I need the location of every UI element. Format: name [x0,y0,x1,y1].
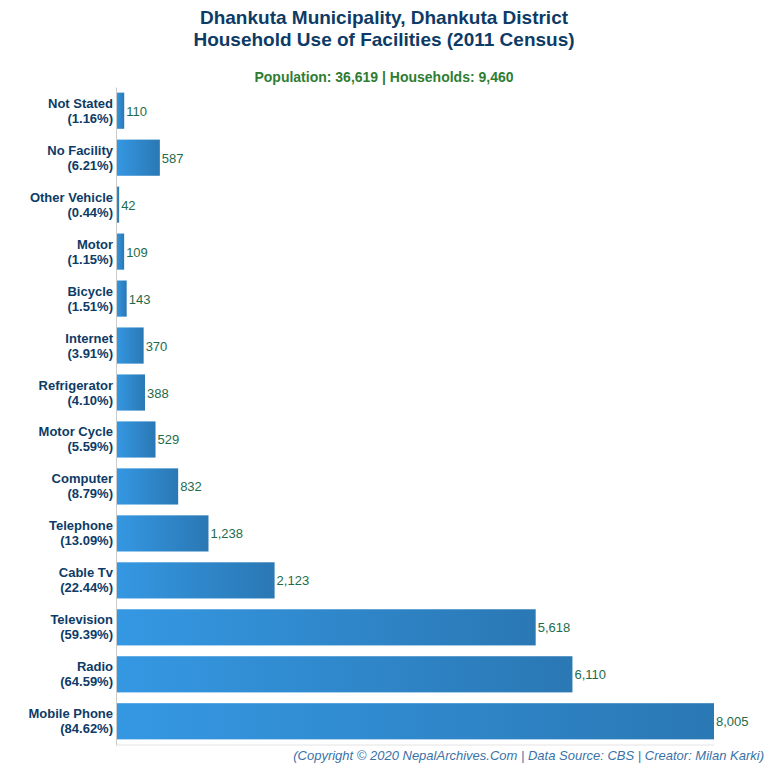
y-tick-label: Refrigerator(4.10%) [39,378,113,408]
bar [116,374,145,410]
data-label: 5,618 [538,620,571,635]
y-tick: Motor Cycle(5.59%) [39,424,116,454]
chart-title: Dhankuta Municipality, Dhankuta District… [193,7,574,50]
bar [116,421,156,457]
bar [116,281,127,317]
y-tick-label: Telephone(13.09%) [49,518,113,548]
y-tick: Computer(8.79%) [52,471,116,501]
y-tick: Refrigerator(4.10%) [39,378,116,408]
y-tick: Telephone(13.09%) [49,518,116,548]
y-tick-label: Bicycle(1.51%) [67,284,113,314]
y-tick: No Facility(6.21%) [47,143,116,173]
caption: (Copyright © 2020 NepalArchives.Com | Da… [293,748,764,763]
bar [116,327,144,363]
data-label: 587 [162,151,184,166]
y-tick-label: Motor(1.15%) [67,237,113,267]
data-label: 109 [126,245,148,260]
data-label: 143 [129,292,151,307]
y-tick: Motor(1.15%) [67,237,116,267]
chart-container: Dhankuta Municipality, Dhankuta District… [0,0,768,768]
y-tick: Other Vehicle(0.44%) [30,190,116,220]
bar [116,234,124,270]
data-label: 8,005 [716,714,749,729]
data-label: 370 [146,339,168,354]
y-tick-label: Computer(8.79%) [52,471,113,501]
data-label: 832 [180,479,202,494]
data-label: 42 [121,198,135,213]
y-tick: Cable Tv(22.44%) [59,565,116,595]
bar [116,93,124,129]
bar [116,656,572,692]
data-label: 110 [126,104,147,119]
data-label: 2,123 [277,573,310,588]
y-tick-label: Radio(64.59%) [60,659,113,689]
chart-subtitle: Population: 36,619 | Households: 9,460 [254,69,513,85]
y-tick-label: Television(59.39%) [50,612,113,642]
y-tick-label: Motor Cycle(5.59%) [39,424,113,454]
y-tick: Not Stated(1.16%) [48,96,116,126]
y-tick-label: Cable Tv(22.44%) [59,565,114,595]
x-axis-line [116,745,714,746]
y-tick: Radio(64.59%) [60,659,116,689]
bar [116,468,178,504]
bar [116,562,275,598]
y-tick-label: Internet(3.91%) [65,331,113,361]
y-tick: Mobile Phone(84.62%) [29,706,117,736]
y-tick-label: Not Stated(1.16%) [48,96,113,126]
y-axis-line [116,88,117,746]
y-tick: Bicycle(1.51%) [67,284,116,314]
y-tick-label: Mobile Phone(84.62%) [29,706,114,736]
y-tick-label: No Facility(6.21%) [47,143,114,173]
bar [116,140,160,176]
chart-svg: Dhankuta Municipality, Dhankuta District… [0,0,768,768]
data-labels: 110 587 42 109 143 370 388 529 832 1,238 2,123 5,61… [121,104,748,730]
bar [116,703,714,739]
data-label: 388 [147,386,169,401]
data-label: 529 [158,432,180,447]
data-label: 1,238 [210,526,243,541]
bars [116,93,714,740]
bar [116,515,208,551]
y-tick-label: Other Vehicle(0.44%) [30,190,113,220]
y-tick: Internet(3.91%) [65,331,116,361]
data-label: 6,110 [574,667,606,682]
y-axis: Not Stated(1.16%) No Facility(6.21%) Other… [29,88,117,746]
bar [116,609,536,645]
y-tick: Television(59.39%) [50,612,116,642]
